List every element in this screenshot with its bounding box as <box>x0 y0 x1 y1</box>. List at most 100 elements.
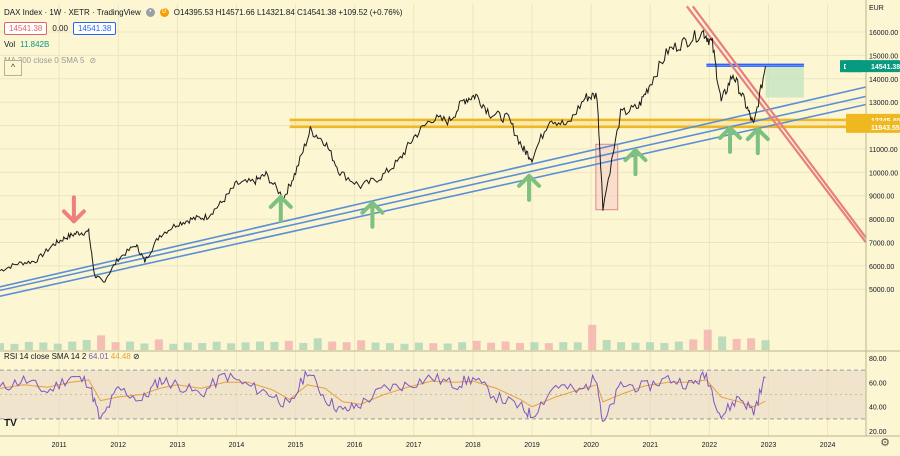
volume-bar <box>270 341 279 350</box>
resistance-tag-lower-bg <box>846 120 900 133</box>
legend-volume-row: Vol 11.842B <box>4 36 402 52</box>
volume-bar <box>357 340 366 350</box>
rsi-tick-label: 40.00 <box>869 405 887 412</box>
tradingview-logo[interactable]: TV <box>4 418 17 429</box>
volume-bar <box>458 342 467 350</box>
spread-value: 0.00 <box>52 23 68 33</box>
support-up-arrow <box>517 173 542 202</box>
volume-bar <box>515 343 524 350</box>
volume-bar <box>429 343 438 350</box>
volume-bar <box>0 343 4 350</box>
buy-price-box[interactable]: 14541.38 <box>72 21 117 35</box>
volume-bar <box>645 342 654 350</box>
price-tick-label: 13000.00 <box>869 100 898 107</box>
volume-bar <box>82 340 91 350</box>
time-tick-label: 2016 <box>347 442 363 449</box>
ohlc-values: O14395.53 H14571.66 L14321.84 C14541.38 … <box>173 7 403 17</box>
volume-bar <box>198 343 207 350</box>
volume-bar <box>472 340 481 350</box>
volume-bar <box>342 342 351 350</box>
time-tick-label: 2021 <box>642 442 658 449</box>
symbol-title[interactable]: DAX Index · 1W · XETR · TradingView <box>4 7 141 17</box>
support-up-arrow <box>745 127 770 156</box>
rsi-sma-value: 44.48 <box>110 352 131 361</box>
sell-price-box[interactable]: 14541.38 <box>4 21 48 35</box>
volume-bar <box>10 343 19 350</box>
rsi-tick-label: 80.00 <box>869 356 887 363</box>
top-down-arrow <box>61 195 86 224</box>
volume-bar <box>140 343 149 350</box>
currency-label: EUR <box>869 5 884 12</box>
time-tick-label: 2024 <box>820 442 836 449</box>
rsi-line <box>0 369 766 423</box>
volume-bar <box>125 341 134 350</box>
volume-bar <box>328 341 337 350</box>
volume-bar <box>732 338 741 350</box>
volume-bar <box>400 343 409 350</box>
volume-bar <box>631 342 640 350</box>
projection-box <box>765 65 804 98</box>
volume-bar <box>530 342 539 350</box>
volume-bar <box>227 343 236 350</box>
price-line <box>0 29 766 283</box>
volume-bar <box>761 340 770 350</box>
rsi-tick-label: 20.00 <box>869 429 887 436</box>
resistance-tag-lower: 11943.55 <box>871 125 900 132</box>
price-tick-label: 16000.00 <box>869 30 898 37</box>
rsi-label[interactable]: RSI 14 close SMA 14 2 <box>4 352 87 361</box>
volume-bar <box>501 341 510 350</box>
volume-value: 11.842B <box>20 39 50 49</box>
volume-bar <box>414 342 423 350</box>
gear-icon[interactable]: ⚙ <box>880 437 890 449</box>
time-tick-label: 2020 <box>583 442 599 449</box>
time-tick-label: 2023 <box>761 442 777 449</box>
delay-badge-icon[interactable]: D <box>159 7 169 17</box>
volume-bar <box>299 343 308 350</box>
volume-bar <box>747 338 756 350</box>
time-tick-label: 2013 <box>170 442 186 449</box>
price-tick-label: 14000.00 <box>869 77 898 84</box>
support-up-arrow <box>268 194 293 223</box>
volume-bar <box>573 342 582 350</box>
price-tick-label: 15000.00 <box>869 53 898 60</box>
volume-bar <box>689 339 698 350</box>
volume-bar <box>602 339 611 350</box>
price-tick-label: 10000.00 <box>869 170 898 177</box>
eye-hidden-icon[interactable]: ⊘ <box>133 352 140 361</box>
volume-bar <box>544 343 553 350</box>
volume-bar <box>53 343 62 350</box>
ma-label: MA 200 close 0 SMA 5 <box>4 55 85 65</box>
volume-bar <box>371 342 380 350</box>
volume-bar <box>255 341 264 350</box>
price-tick-label: 7000.00 <box>869 240 894 247</box>
time-tick-label: 2014 <box>229 442 245 449</box>
legend-price-row: 14541.38 0.00 14541.38 <box>4 20 402 36</box>
price-tick-label: 8000.00 <box>869 217 894 224</box>
volume-bar <box>588 324 597 350</box>
current-price-tag-bg <box>846 60 900 73</box>
support-up-arrow <box>623 148 648 177</box>
time-tick-label: 2017 <box>406 442 422 449</box>
rsi-tick-label: 60.00 <box>869 380 887 387</box>
volume-bar <box>443 343 452 350</box>
volume-bar <box>674 341 683 350</box>
volume-bar <box>487 342 496 350</box>
volume-bar <box>183 342 192 350</box>
volume-bar <box>313 338 322 350</box>
time-tick-label: 2022 <box>702 442 718 449</box>
volume-bar <box>660 343 669 350</box>
rsi-value: 64.01 <box>88 352 109 361</box>
price-tick-label: 11000.00 <box>869 147 898 154</box>
volume-bar <box>24 341 33 350</box>
time-tick-label: 2012 <box>110 442 126 449</box>
eye-hidden-icon[interactable]: ⊘ <box>89 55 97 65</box>
current-price-tag: 14541.38 <box>871 64 900 71</box>
legend-symbol-row: DAX Index · 1W · XETR · TradingView • D … <box>4 4 402 20</box>
price-tick-label: 9000.00 <box>869 194 894 201</box>
rsi-sma-line <box>0 379 766 408</box>
volume-bar <box>617 342 626 350</box>
eye-icon[interactable]: • <box>145 7 155 17</box>
collapse-legend-button[interactable]: ^ <box>4 60 22 76</box>
